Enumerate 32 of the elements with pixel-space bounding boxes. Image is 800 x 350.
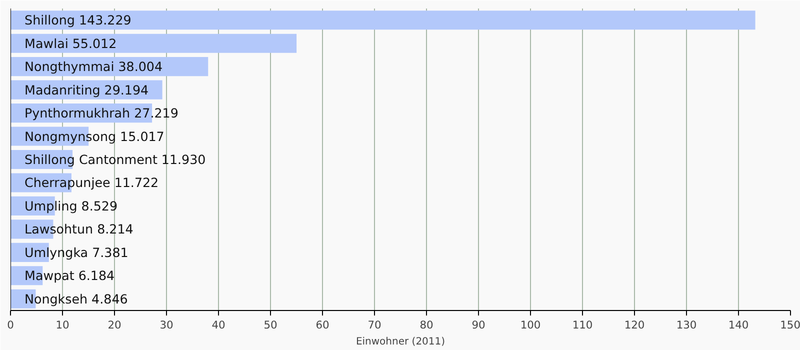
bar xyxy=(10,10,756,30)
bar xyxy=(10,34,297,53)
category-label: Madanriting 29.194 xyxy=(24,82,149,98)
category-label: Shillong 143.229 xyxy=(24,12,132,28)
x-tick-label: 140 xyxy=(728,318,749,332)
x-tick-label: 20 xyxy=(108,318,122,332)
category-label: Lawsohtun 8.214 xyxy=(24,222,134,237)
category-label: Nongmynsong 15.017 xyxy=(24,128,164,144)
category-label: Shillong Cantonment 11.930 xyxy=(24,152,206,167)
x-tick-label: 130 xyxy=(676,318,697,332)
x-tick-label: 0 xyxy=(7,318,14,332)
x-tick-label: 150 xyxy=(780,318,800,332)
x-tick-label: 120 xyxy=(624,318,645,332)
category-label: Mawlai 55.012 xyxy=(24,36,117,51)
x-tick-label: 10 xyxy=(56,318,70,332)
x-tick-label: 50 xyxy=(264,318,278,332)
x-tick-label: 110 xyxy=(572,318,593,332)
category-label: Cherrapunjee 11.722 xyxy=(24,175,159,190)
x-tick-label: 30 xyxy=(160,318,174,332)
x-tick-label: 90 xyxy=(472,318,486,332)
category-label: Nongthymmai 38.004 xyxy=(24,59,163,74)
category-label: Umpling 8.529 xyxy=(24,198,118,214)
x-tick-label: 60 xyxy=(316,318,330,332)
x-tick-label: 40 xyxy=(212,318,226,332)
category-label: Pynthormukhrah 27.219 xyxy=(24,106,178,121)
category-label: Mawpat 6.184 xyxy=(24,268,115,284)
category-label: Umlyngka 7.381 xyxy=(24,244,128,260)
x-axis-title: Einwohner (2011) xyxy=(356,336,446,348)
x-tick-label: 100 xyxy=(520,318,541,332)
category-label: Nongkseh 4.846 xyxy=(24,291,128,306)
x-tick-label: 80 xyxy=(420,318,434,332)
x-tick-label: 70 xyxy=(368,318,382,332)
